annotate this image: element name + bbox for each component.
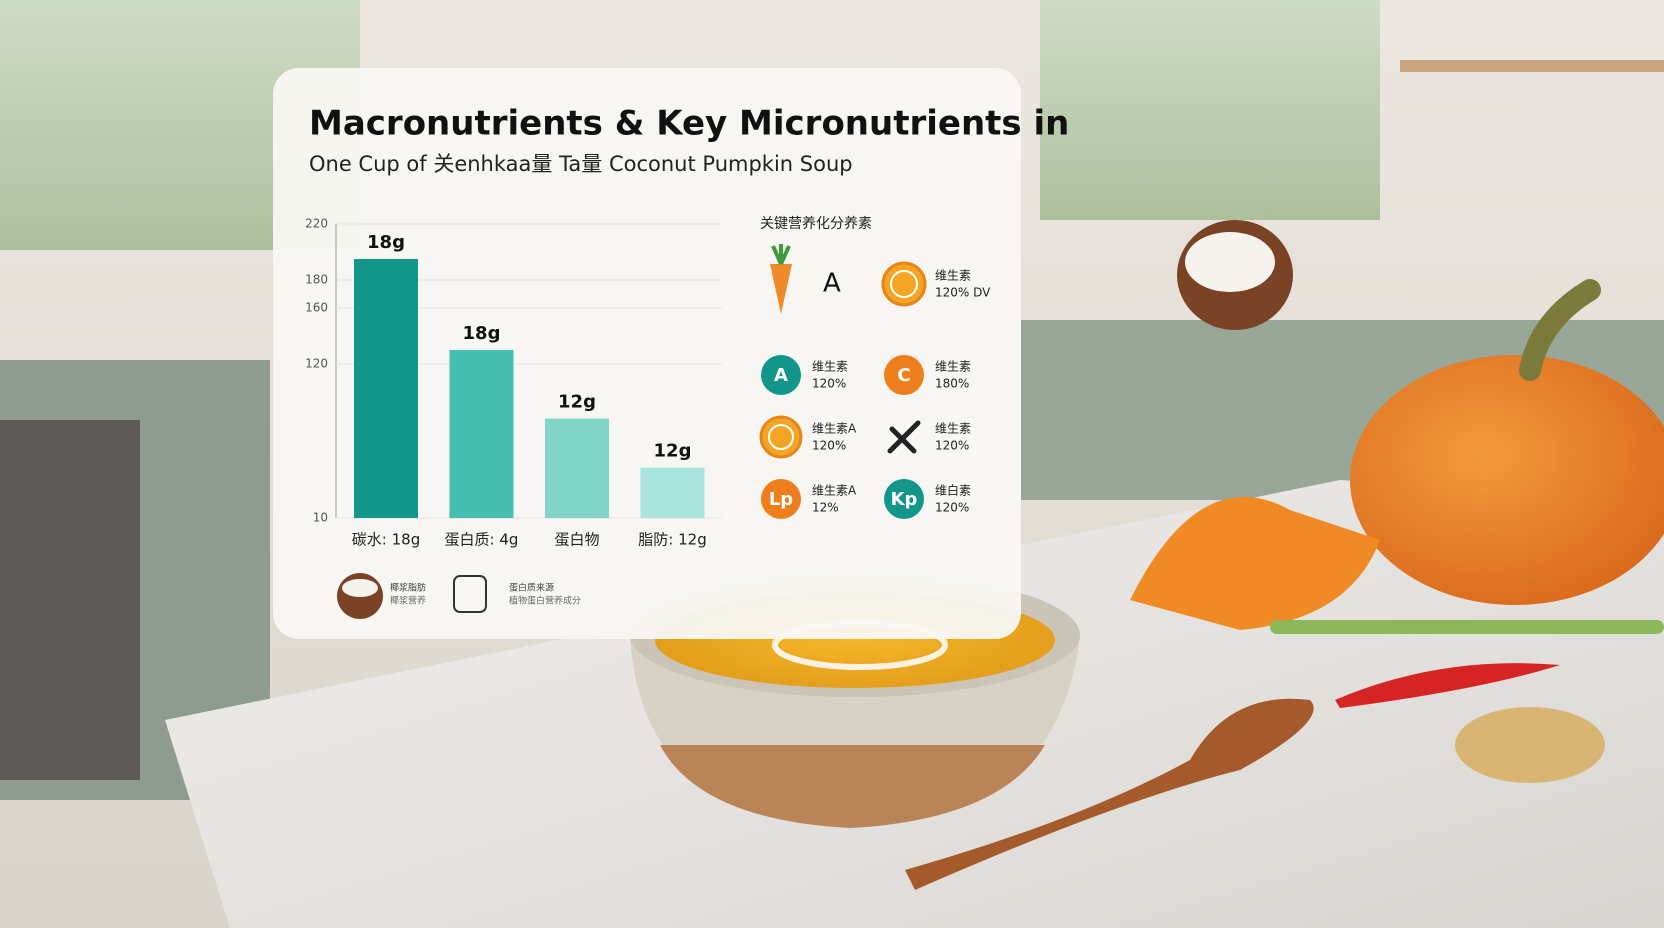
shelf (1400, 60, 1664, 72)
micro-value: 180% (935, 377, 969, 391)
bar (449, 350, 514, 518)
pumpkin-stem (1519, 279, 1601, 381)
micro-label: 维生素A (812, 484, 857, 498)
y-tick-label: 120 (305, 357, 328, 371)
micro-value: 120% (935, 501, 969, 515)
y-tick-label: 220 (305, 217, 328, 231)
carrot-icon (770, 264, 792, 314)
bar (354, 259, 418, 518)
x-tick-label: 脂防: 12g (638, 531, 706, 549)
micro-value: 120% (812, 377, 846, 391)
badge (761, 479, 801, 519)
ginger (1455, 707, 1605, 783)
pumpkin (1350, 355, 1664, 605)
x-tick-label: 蛋白质: 4g (445, 531, 519, 549)
badge (884, 479, 924, 519)
badge-text: A (774, 365, 788, 386)
bar-annotation: 18g (463, 323, 501, 344)
micro-label: 维生素 (935, 269, 971, 283)
badge-text: Lp (769, 489, 793, 510)
scallion (1270, 620, 1664, 634)
legend-text: 椰浆营养 (390, 595, 426, 607)
orange-icon-inner (890, 270, 918, 298)
bar-annotation: 18g (367, 232, 405, 253)
micro-label: 维白素 (935, 483, 971, 498)
badge-text: C (897, 365, 910, 386)
micro-label: 维生素A (812, 422, 857, 436)
micro-label: A (823, 269, 841, 299)
legend-title: 椰浆脂肪 (390, 582, 426, 594)
badge-text: Kp (891, 489, 918, 510)
legend-text: 植物蛋白营养成分 (509, 595, 581, 607)
micro-value: 12% (812, 501, 839, 515)
squash-slice (1130, 496, 1380, 630)
orange-icon (881, 261, 927, 307)
x-tick-label: 蛋白物 (554, 531, 599, 549)
title: Macronutrients & Key Micronutrients in (309, 104, 1069, 144)
y-tick-label: 10 (313, 511, 328, 525)
micro-value: 120% DV (935, 286, 991, 300)
chili (1335, 663, 1560, 708)
bar-annotation: 12g (654, 441, 692, 462)
spoon (905, 698, 1314, 890)
bar-annotation: 12g (558, 392, 596, 413)
subtitle: One Cup of 关enhkaa量 Ta量 Coconut Pumpkin … (309, 152, 853, 176)
box-icon (453, 575, 487, 613)
badge (761, 355, 801, 395)
orange-icon-inner (768, 424, 794, 450)
oven (0, 420, 140, 780)
micro-value: 120% (812, 439, 846, 453)
coconut-icon-inner (342, 579, 378, 597)
bowl-base (660, 745, 1045, 828)
badge (884, 355, 924, 395)
window (1040, 0, 1380, 220)
coconut (1185, 232, 1275, 292)
legend-title: 蛋白质来源 (509, 582, 554, 594)
x-tick-label: 碳水: 18g (352, 531, 420, 549)
micro-title: 关键营养化分养素 (760, 216, 872, 232)
orange-icon (759, 415, 803, 459)
micro-label: 维生素 (935, 422, 971, 436)
y-tick-label: 180 (305, 273, 328, 287)
carrot-leaves (771, 244, 791, 265)
y-tick-label: 160 (305, 301, 328, 315)
micro-label: 维生素 (812, 360, 848, 374)
cross-icon (887, 420, 921, 454)
micro-value: 120% (935, 439, 969, 453)
bar (640, 467, 705, 518)
bar (545, 418, 609, 518)
micro-label: 维生素 (935, 360, 971, 374)
